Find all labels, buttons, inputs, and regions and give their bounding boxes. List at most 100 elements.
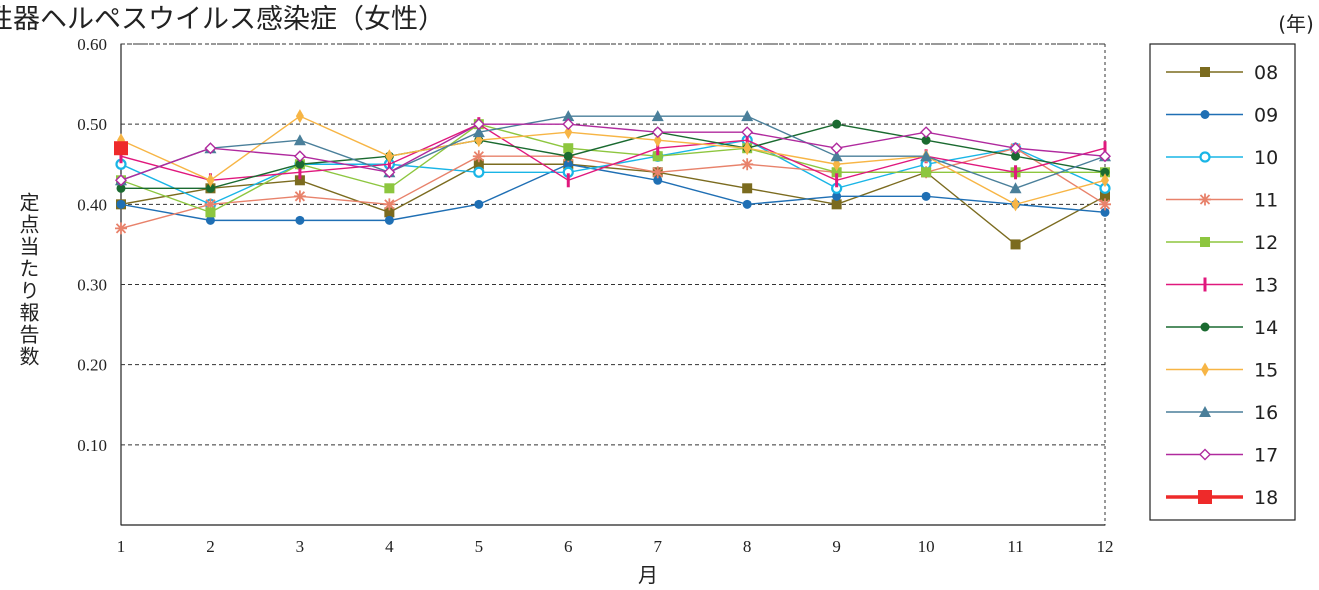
data-point xyxy=(741,126,754,139)
x-tick-label: 8 xyxy=(743,537,752,556)
data-point xyxy=(742,183,753,194)
data-point xyxy=(1100,191,1110,202)
data-point xyxy=(116,199,126,209)
data-point xyxy=(741,110,754,122)
data-point xyxy=(298,165,302,180)
data-point xyxy=(295,109,304,124)
x-axis-label: 月 xyxy=(638,563,658,587)
legend-label: 11 xyxy=(1254,190,1278,212)
data-point xyxy=(651,166,664,179)
legend-marker xyxy=(1199,193,1211,206)
x-tick-label: 7 xyxy=(653,537,662,556)
data-point xyxy=(114,141,128,156)
data-point xyxy=(384,215,394,225)
data-point xyxy=(293,134,306,146)
data-point xyxy=(741,158,754,171)
data-point xyxy=(473,166,485,178)
data-point xyxy=(204,198,217,211)
data-point xyxy=(921,167,932,178)
data-point xyxy=(652,151,663,162)
data-point xyxy=(921,191,931,201)
data-point xyxy=(384,183,395,194)
data-point xyxy=(1014,165,1018,180)
legend-label: 14 xyxy=(1254,317,1278,339)
data-point xyxy=(1101,173,1109,188)
x-tick-label: 11 xyxy=(1007,537,1023,556)
x-tick-label: 9 xyxy=(832,537,841,556)
legend-marker xyxy=(1203,277,1207,292)
data-point xyxy=(385,149,394,164)
data-point xyxy=(564,125,573,140)
data-point xyxy=(383,198,396,211)
data-point xyxy=(563,143,574,154)
legend-marker xyxy=(1200,67,1210,77)
x-tick-label: 3 xyxy=(296,537,305,556)
y-tick-label: 0.40 xyxy=(77,195,107,214)
legend-marker xyxy=(1200,237,1210,247)
data-point xyxy=(295,159,305,169)
data-point xyxy=(830,142,843,155)
legend-label: 13 xyxy=(1254,275,1278,297)
data-point xyxy=(1011,197,1020,212)
data-point xyxy=(474,199,484,209)
data-point xyxy=(745,133,749,148)
data-point xyxy=(472,118,485,131)
series-line xyxy=(120,163,1106,222)
series-line xyxy=(120,163,1106,246)
data-point xyxy=(831,167,842,178)
data-point xyxy=(921,135,931,145)
legend-marker xyxy=(1199,448,1211,461)
legend-label: 16 xyxy=(1254,402,1278,424)
data-point xyxy=(383,166,396,179)
legend-label: 10 xyxy=(1254,147,1278,169)
legend-marker xyxy=(1199,406,1211,417)
series-line xyxy=(120,123,1105,214)
legend-label: 09 xyxy=(1254,105,1278,127)
series-line xyxy=(120,115,1106,190)
data-point xyxy=(1103,141,1107,156)
legend-marker xyxy=(1200,110,1210,119)
y-tick-label: 0.30 xyxy=(77,276,107,295)
data-point xyxy=(1011,151,1021,161)
data-point xyxy=(204,142,217,155)
y-tick-label: 0.10 xyxy=(77,436,107,455)
data-point xyxy=(1100,167,1110,177)
data-point xyxy=(472,126,485,138)
data-point xyxy=(830,150,843,162)
data-point xyxy=(743,141,752,156)
data-point xyxy=(920,126,933,139)
data-point xyxy=(205,215,215,225)
data-point xyxy=(294,175,305,186)
data-point xyxy=(1100,207,1110,217)
data-point xyxy=(656,141,660,156)
data-point xyxy=(1009,142,1022,155)
data-point xyxy=(832,119,842,129)
x-tick-label: 5 xyxy=(475,537,484,556)
chart-title: 性器ヘルペスウイルス感染症（女性） xyxy=(0,4,445,35)
data-point xyxy=(653,133,662,148)
data-point xyxy=(384,207,395,218)
data-point xyxy=(835,173,839,188)
data-point xyxy=(206,173,215,188)
x-tick-label: 2 xyxy=(206,537,215,556)
series-line xyxy=(121,123,1106,189)
data-point xyxy=(920,150,933,162)
data-point xyxy=(115,174,127,187)
legend-label: 12 xyxy=(1254,232,1278,254)
x-tick-label: 10 xyxy=(918,537,935,556)
data-point xyxy=(293,190,306,203)
data-point xyxy=(742,199,752,209)
series-line xyxy=(120,115,1106,206)
legend-label: 15 xyxy=(1254,360,1278,382)
data-point xyxy=(651,110,664,122)
series-line xyxy=(120,123,1106,182)
legend-label: 08 xyxy=(1254,62,1278,84)
legend-label: 18 xyxy=(1254,487,1278,509)
data-point xyxy=(1099,150,1111,163)
data-point xyxy=(1099,198,1111,211)
data-point xyxy=(562,110,575,122)
data-point xyxy=(293,150,306,163)
data-point xyxy=(472,150,485,163)
data-point xyxy=(295,215,305,225)
data-point xyxy=(1010,239,1021,250)
